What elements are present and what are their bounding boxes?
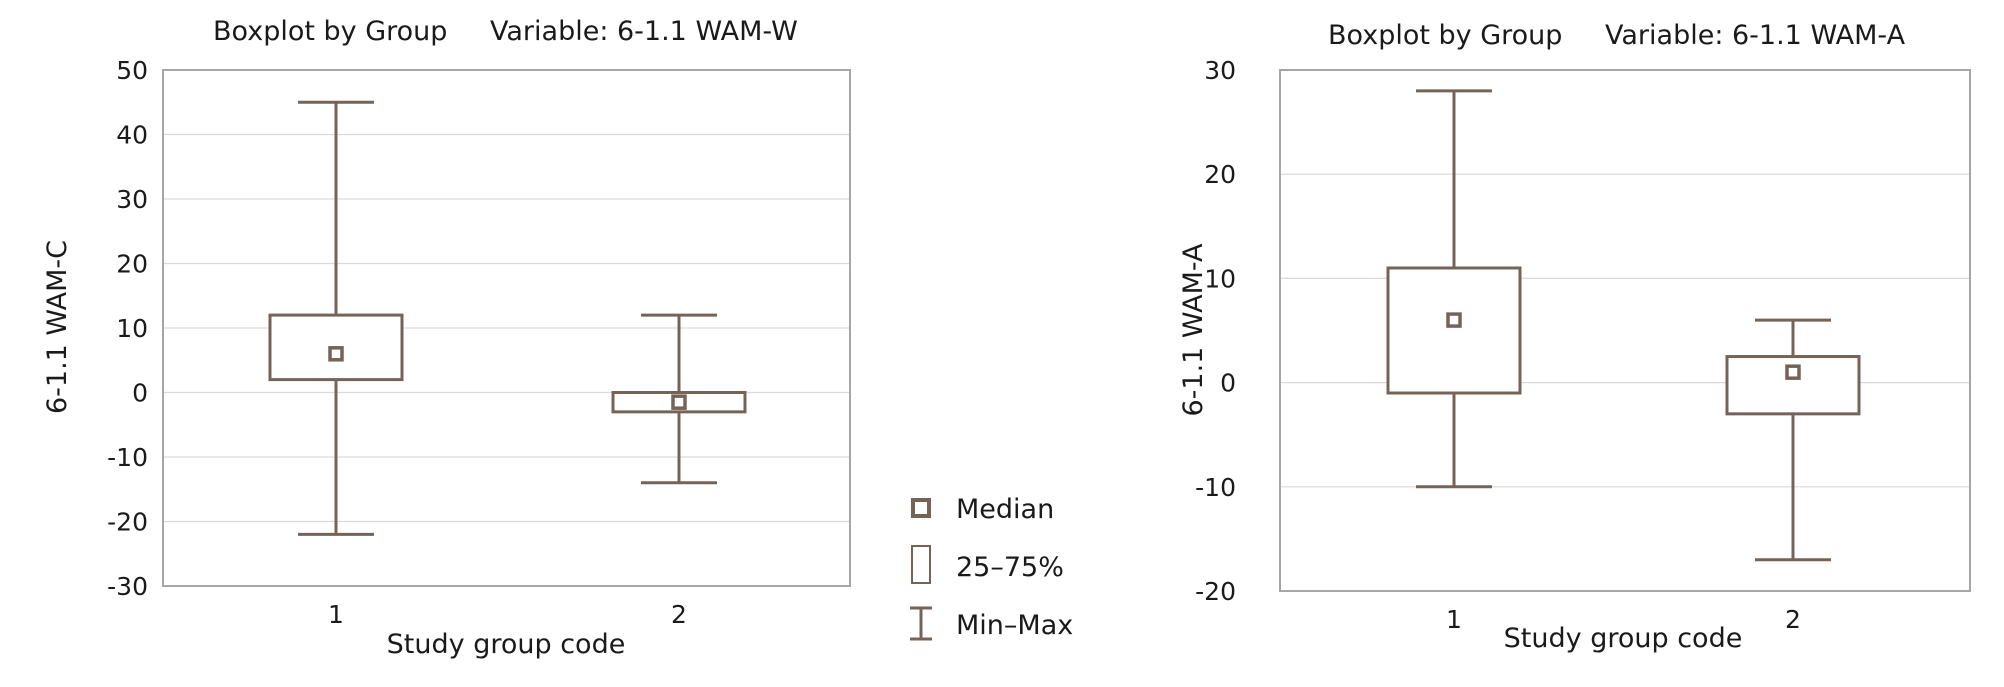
chart-2-gridlines bbox=[1281, 173, 1969, 488]
chart-1-boxes bbox=[268, 100, 747, 536]
box-rect-icon bbox=[911, 545, 931, 584]
chart-2-boxes bbox=[1386, 89, 1861, 562]
chart-2-y-ticks: 30 20 10 0 -10 -20 bbox=[1195, 56, 1236, 606]
chart-1-y-axis-label: 6-1.1 WAM-C bbox=[42, 240, 73, 414]
iqr-box bbox=[1386, 266, 1522, 395]
chart-2-plot-frame bbox=[1279, 69, 1971, 592]
y-tick-label: -20 bbox=[1195, 577, 1236, 606]
y-tick-label: 20 bbox=[1204, 160, 1236, 189]
box-group-2 bbox=[1725, 318, 1861, 562]
iqr-box bbox=[611, 391, 747, 414]
y-tick-label: -20 bbox=[107, 508, 148, 537]
legend-item-median: Median bbox=[911, 494, 1054, 525]
chart-1-title: Boxplot by Group bbox=[213, 16, 447, 47]
y-tick-label: 10 bbox=[1204, 264, 1236, 293]
chart-1-x-axis-label: Study group code bbox=[387, 629, 626, 660]
x-tick-label: 2 bbox=[1785, 605, 1801, 634]
median-square-icon bbox=[911, 498, 931, 518]
y-tick-label: 20 bbox=[116, 250, 148, 279]
chart-1-y-ticks: 50 40 30 20 10 0 -10 -20 -30 bbox=[107, 56, 148, 601]
box-group-2 bbox=[611, 313, 747, 485]
y-tick-label: -30 bbox=[107, 572, 148, 601]
chart-2-subtitle: Variable: 6-1.1 WAM-A bbox=[1605, 20, 1906, 51]
median-marker bbox=[1446, 312, 1462, 328]
y-tick-label: 50 bbox=[116, 56, 148, 85]
whisker-icon bbox=[910, 606, 932, 641]
legend-item-minmax: Min–Max bbox=[910, 606, 1073, 641]
chart-wam-w: Boxplot by Group Variable: 6-1.1 WAM-W 5… bbox=[42, 16, 851, 660]
legend-item-box: 25–75% bbox=[911, 545, 1064, 584]
chart-1-gridlines bbox=[164, 133, 849, 523]
y-tick-label: 30 bbox=[116, 185, 148, 214]
y-tick-label: -10 bbox=[107, 443, 148, 472]
legend-label-box: 25–75% bbox=[956, 552, 1064, 583]
y-tick-label: -10 bbox=[1195, 473, 1236, 502]
x-tick-label: 2 bbox=[671, 600, 687, 629]
median-marker bbox=[1785, 364, 1801, 380]
box-group-1 bbox=[268, 100, 404, 536]
box-group-1 bbox=[1386, 89, 1522, 489]
chart-1-subtitle: Variable: 6-1.1 WAM-W bbox=[490, 16, 798, 47]
median-marker bbox=[671, 394, 687, 410]
x-tick-label: 1 bbox=[1446, 605, 1462, 634]
chart-2-title: Boxplot by Group bbox=[1328, 20, 1562, 51]
y-tick-label: 0 bbox=[132, 379, 148, 408]
x-tick-label: 1 bbox=[328, 600, 344, 629]
legend: Median 25–75% Min–Max bbox=[910, 494, 1073, 641]
y-tick-label: 30 bbox=[1204, 56, 1236, 85]
y-tick-label: 10 bbox=[116, 314, 148, 343]
chart-2-y-axis-label: 6-1.1 WAM-A bbox=[1178, 243, 1209, 417]
chart-wam-a: Boxplot by Group Variable: 6-1.1 WAM-A 3… bbox=[1178, 20, 1971, 654]
legend-label-median: Median bbox=[956, 494, 1054, 525]
median-marker bbox=[328, 346, 344, 362]
y-tick-label: 0 bbox=[1220, 369, 1236, 398]
y-tick-label: 40 bbox=[116, 121, 148, 150]
chart-2-x-axis-label: Study group code bbox=[1504, 623, 1743, 654]
chart-1-plot-frame bbox=[162, 69, 851, 587]
legend-label-minmax: Min–Max bbox=[956, 610, 1073, 641]
